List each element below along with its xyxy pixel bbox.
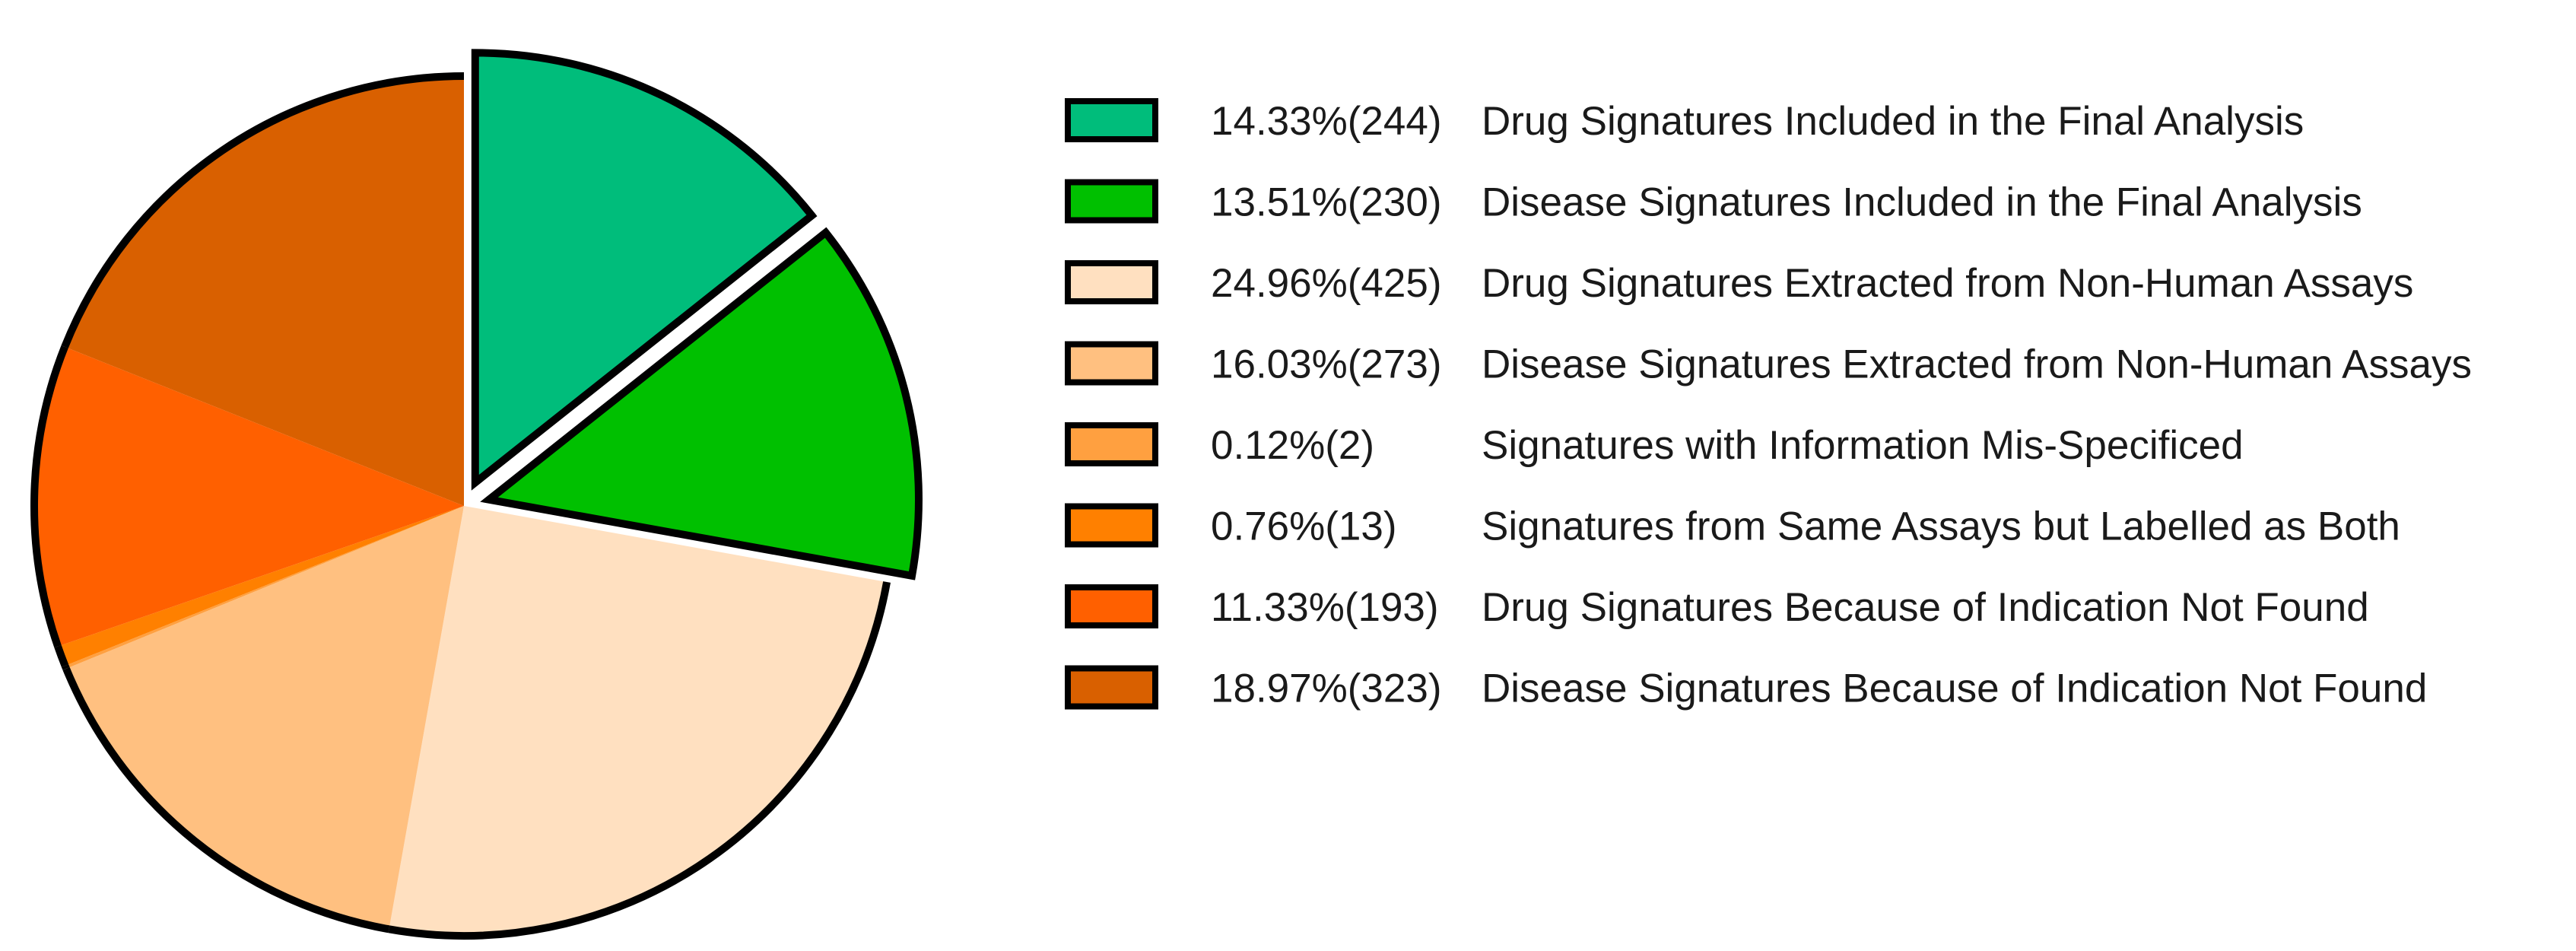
pie-slice-signatures-with-information-mis-specificed (65, 506, 465, 669)
pie-slice-drug-signatures-included-in-the-final-analysis (475, 52, 812, 483)
legend-percent: 24.96%(425) (1211, 261, 1442, 306)
pie-slice-disease-signatures-extracted-from-non-human-assays (66, 506, 464, 930)
pie-slice-arc-disease-signatures-extracted-from-non-human-assays (62, 667, 390, 934)
legend-percent-value: 11.33% (1211, 585, 1345, 630)
pie-slice-arc-disease-signatures-because-of-indication-not-found (61, 72, 465, 348)
legend-item: 24.96%(425) Drug Signatures Extracted fro… (1065, 260, 2413, 306)
legend-item: 14.33%(244) Drug Signatures Included in t… (1065, 98, 2304, 144)
legend-count-value: (2) (1325, 423, 1374, 468)
legend-label: Drug Signatures Because of Indication No… (1482, 585, 2369, 630)
pie-slice-arc-signatures-from-same-assays-but-labelled-as-both (54, 645, 69, 667)
pie-slice-disease-signatures-included-in-the-final-analysis (488, 232, 919, 576)
pie-slice-disease-signatures-because-of-indication-not-found (65, 76, 464, 506)
legend-label: Drug Signatures Included in the Final An… (1482, 99, 2304, 144)
pie-slice-arc-drug-signatures-because-of-indication-not-found (30, 345, 68, 648)
legend-percent: 0.76%(13) (1211, 504, 1397, 549)
legend-percent: 0.12%(2) (1211, 423, 1374, 468)
legend-percent-value: 0.12% (1211, 423, 1325, 468)
legend-percent: 14.33%(244) (1211, 99, 1442, 144)
pie-slice-drug-signatures-extracted-from-non-human-assays (389, 506, 888, 936)
legend-label: Disease Signatures Included in the Final… (1482, 180, 2362, 225)
legend-percent-value: 24.96% (1211, 261, 1348, 306)
legend-swatch (1065, 341, 1158, 386)
legend-item: 18.97%(323) Disease Signatures Because of… (1065, 665, 2427, 711)
pie-chart (30, 49, 923, 940)
legend-percent-value: 0.76% (1211, 504, 1325, 549)
legend-swatch (1065, 98, 1158, 142)
legend-count-value: (273) (1348, 342, 1442, 387)
legend-count-value: (230) (1348, 180, 1442, 225)
legend-percent: 18.97%(323) (1211, 666, 1442, 711)
legend-label: Signatures from Same Assays but Labelled… (1482, 504, 2400, 549)
legend-count-value: (13) (1325, 504, 1396, 549)
pie-slice-arc-drug-signatures-extracted-from-non-human-assays (388, 581, 891, 940)
legend-label: Disease Signatures Extracted from Non-Hu… (1482, 342, 2472, 387)
legend-count-value: (425) (1348, 261, 1442, 306)
legend-item: 16.03%(273) Disease Signatures Extracted … (1065, 341, 2472, 387)
legend-swatch (1065, 179, 1158, 224)
legend-item: 0.12%(2) Signatures with Information Mis-… (1065, 422, 2244, 468)
chart-legend: 14.33%(244) Drug Signatures Included in t… (1065, 98, 2472, 711)
legend-percent-value: 13.51% (1211, 180, 1348, 225)
legend-percent: 16.03%(273) (1211, 342, 1442, 387)
pie-slice-outline-disease-signatures-included-in-the-final-analysis (480, 227, 923, 580)
legend-label: Signatures with Information Mis-Specific… (1482, 423, 2244, 468)
legend-percent: 13.51%(230) (1211, 180, 1442, 225)
legend-item: 11.33%(193) Drug Signatures Because of In… (1065, 584, 2369, 630)
pie-slice-drug-signatures-because-of-indication-not-found (33, 346, 464, 647)
pie-slice-signatures-from-same-assays-but-labelled-as-both (58, 506, 465, 666)
legend-swatch (1065, 260, 1158, 304)
legend-swatch (1065, 584, 1158, 628)
legend-percent-value: 14.33% (1211, 99, 1348, 144)
legend-swatch (1065, 422, 1158, 466)
legend-label: Drug Signatures Extracted from Non-Human… (1482, 261, 2413, 306)
legend-item: 0.76%(13) Signatures from Same Assays but… (1065, 503, 2400, 549)
legend-percent: 11.33%(193) (1211, 585, 1439, 630)
legend-percent-value: 18.97% (1211, 666, 1348, 711)
legend-swatch (1065, 503, 1158, 548)
pie-slice-outline-drug-signatures-included-in-the-final-analysis (471, 49, 818, 491)
legend-percent-value: 16.03% (1211, 342, 1348, 387)
pie-slice-arc-signatures-with-information-mis-specificed (61, 664, 70, 670)
legend-count-value: (323) (1348, 666, 1442, 711)
legend-count-value: (244) (1348, 99, 1442, 144)
legend-label: Disease Signatures Because of Indication… (1482, 666, 2427, 711)
legend-count-value: (193) (1345, 585, 1439, 630)
legend-swatch (1065, 665, 1158, 710)
legend-item: 13.51%(230) Disease Signatures Included i… (1065, 179, 2362, 225)
